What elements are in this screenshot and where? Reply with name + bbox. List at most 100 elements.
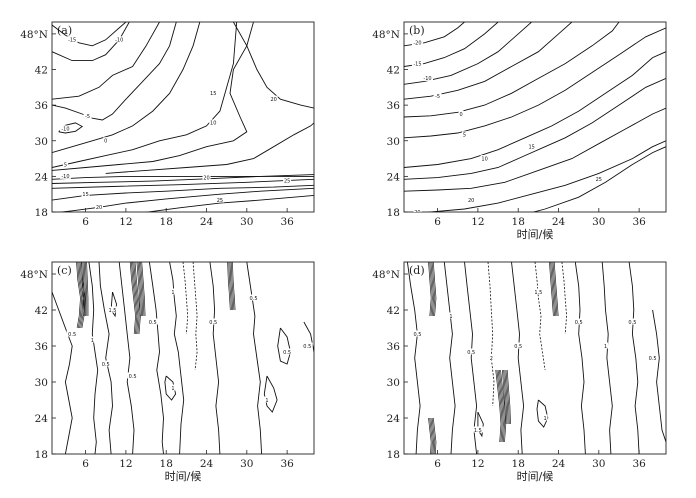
contour-label: 15 [528, 144, 534, 150]
contour-label: 25 [284, 178, 290, 184]
contour-label-bg [283, 177, 292, 184]
contour-line [52, 22, 254, 171]
contour-line-dense [138, 262, 144, 317]
y-tick-label: 48°N [372, 29, 400, 41]
x-tick-label: 12 [119, 458, 132, 470]
contour-line [52, 22, 201, 154]
contour-line-dense [498, 369, 505, 443]
contour-line-dense [430, 262, 434, 317]
panel-b: 48°N 42 36 30 24 18 6 12 18 24 30 36 时间/候 (b) -20 -15 -1… [372, 21, 667, 241]
contour-label-bg [448, 312, 454, 319]
y-tick-label: 30 [387, 136, 400, 148]
contour-label: 10 [210, 121, 216, 127]
x-tick-label: 36 [632, 216, 646, 228]
contour-label: 1 [91, 338, 94, 344]
contour-line [536, 399, 549, 428]
contour-line [110, 291, 117, 318]
contour-label-bg [465, 348, 477, 355]
contour-label-bg [264, 396, 270, 403]
y-tick-label: 48°N [20, 29, 48, 41]
x-tick-label: 30 [592, 216, 605, 228]
contour-line [404, 22, 620, 118]
contour-label-bg [542, 414, 548, 421]
panel-d: 48°N 42 36 30 24 18 6 12 18 24 30 36 时间/候 (d) 0.5 1 0.5 2… [372, 261, 667, 483]
contour-line [148, 262, 164, 454]
contour-line [52, 22, 127, 47]
contour-group: 0.5 1 0.5 2 0.5 1.5 0.5 1 0.5 0.5 1 1.5 [406, 262, 666, 454]
contour-label: 1 [171, 386, 174, 392]
contour-line [192, 262, 198, 371]
contour-label-bg [512, 342, 524, 349]
contour-line [263, 375, 278, 413]
contour-label-bg [594, 175, 603, 182]
plot-frame [403, 21, 667, 213]
x-tick-label: 12 [471, 216, 484, 228]
contour-label: 0 [460, 112, 463, 118]
contour-label: 0.5 [413, 332, 421, 338]
contour-label: 0.5 [467, 350, 475, 356]
contour-line-dense [137, 262, 142, 317]
contour-line-dense [496, 369, 503, 443]
panel-label: (b) [409, 24, 425, 37]
contour-label: 1 [604, 344, 607, 350]
contour-line-dense [552, 262, 558, 317]
contour-line [144, 194, 314, 212]
contour-line-dense [504, 369, 509, 425]
y-tick-label: 30 [387, 377, 400, 389]
contour-label-bg [411, 330, 423, 337]
y-tick-label: 48°N [20, 269, 48, 281]
contour-line-dense [503, 369, 508, 425]
contour-line [628, 262, 640, 454]
contour-label-bg [209, 119, 218, 126]
contour-label: -10 [115, 38, 123, 44]
contour-line-dense [553, 262, 559, 317]
x-axis-label: 时间/候 [165, 469, 202, 483]
contour-line-dense [134, 262, 141, 335]
contour-line-dense [500, 369, 507, 443]
contour-line [404, 77, 666, 180]
contour-label-bg [467, 196, 476, 203]
x-tick-label: 12 [119, 216, 132, 228]
contour-line [88, 262, 99, 454]
x-tick-label: 24 [200, 216, 214, 228]
contour-label: 0.5 [514, 344, 522, 350]
contour-line [561, 262, 568, 335]
contour-line [532, 146, 666, 212]
contour-line-dense [232, 262, 236, 311]
contour-label: 20 [414, 210, 420, 216]
contour-line [52, 22, 160, 100]
y-tick-label: 42 [387, 65, 400, 77]
contour-label: 1.5 [108, 308, 116, 314]
contour-line-dense [550, 262, 555, 317]
contour-line-dense [76, 262, 81, 329]
contour-line [118, 262, 135, 454]
contour-label-bg [458, 110, 464, 117]
contour-label-bg [113, 36, 125, 43]
contour-label-bg [269, 95, 278, 102]
contour-label: 25 [596, 177, 602, 183]
x-tick-label: 30 [240, 458, 253, 470]
contour-label: 0.5 [129, 374, 137, 380]
contour-line-dense [431, 262, 436, 317]
contour-line [58, 122, 84, 134]
panel-label: (a) [57, 24, 72, 37]
contour-line [404, 22, 532, 85]
panel-label: (c) [57, 264, 72, 277]
contour-label: 1.5 [534, 290, 542, 296]
contour-label-bg [202, 174, 211, 181]
contour-label-bg [95, 203, 104, 210]
contour-line [98, 262, 113, 454]
x-tick-label: 18 [512, 216, 525, 228]
contour-line [511, 262, 525, 454]
contour-label-bg [106, 306, 118, 313]
contour-label-bg [248, 294, 260, 301]
contour-label-bg [170, 384, 176, 391]
contour-label: 2 [490, 356, 493, 362]
plot-frame [51, 261, 315, 455]
contour-label-bg [209, 89, 218, 96]
contour-label: -20 [413, 41, 421, 47]
y-tick-label: 24 [387, 171, 401, 183]
